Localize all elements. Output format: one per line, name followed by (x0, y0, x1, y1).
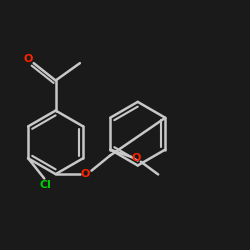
Text: Cl: Cl (40, 180, 51, 190)
Text: O: O (81, 169, 90, 179)
Text: O: O (132, 153, 141, 163)
Text: O: O (23, 54, 32, 64)
